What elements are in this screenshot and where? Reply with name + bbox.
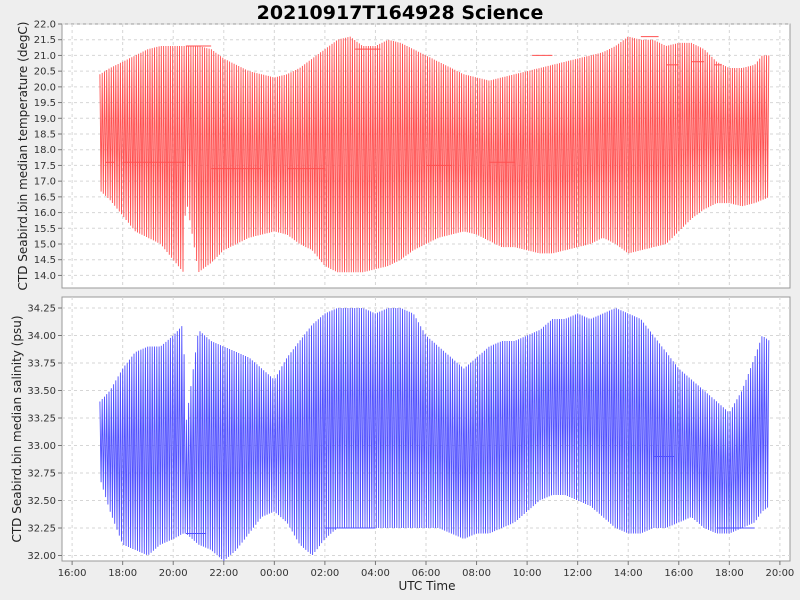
x-tick-label: 00:00 bbox=[260, 568, 289, 579]
x-tick-label: 06:00 bbox=[412, 568, 441, 579]
salinity-panel: 32.00 32.25 32.50 32.75 33.00 33.25 33.50 33.75… bbox=[10, 296, 791, 562]
x-tick-label: 16:00 bbox=[664, 568, 693, 579]
x-tick-label: 10:00 bbox=[513, 568, 542, 579]
x-axis: 16:00 18:00 20:00 22:00 00:00 02:00 04:00 06:00… bbox=[58, 561, 794, 579]
y-tick-label: 15.5 bbox=[34, 224, 56, 235]
y-tick-label: 33.75 bbox=[27, 359, 56, 370]
y-tick-label: 21.0 bbox=[34, 51, 56, 62]
x-tick-label: 02:00 bbox=[310, 568, 339, 579]
temperature-y-label: CTD Seabird.bin median temperature (degC… bbox=[16, 22, 30, 291]
y-tick-label: 19.5 bbox=[34, 98, 56, 109]
y-tick-label: 15.0 bbox=[34, 240, 56, 251]
salinity-y-label: CTD Seabird.bin median salinity (psu) bbox=[10, 315, 24, 542]
y-tick-label: 14.0 bbox=[34, 271, 56, 282]
y-tick-label: 34.00 bbox=[27, 331, 56, 342]
x-tick-label: 08:00 bbox=[462, 568, 491, 579]
y-tick-label: 17.5 bbox=[34, 161, 56, 172]
y-tick-label: 32.75 bbox=[27, 469, 56, 480]
y-tick-label: 18.5 bbox=[34, 130, 56, 141]
y-tick-label: 16.5 bbox=[34, 192, 56, 203]
y-tick-label: 14.5 bbox=[34, 255, 56, 266]
x-tick-label: 22:00 bbox=[209, 568, 238, 579]
y-tick-label: 33.50 bbox=[27, 386, 56, 397]
y-tick-label: 33.00 bbox=[27, 441, 56, 452]
x-axis-label: UTC Time bbox=[399, 579, 456, 593]
x-tick-label: 04:00 bbox=[361, 568, 390, 579]
y-tick-label: 22.0 bbox=[34, 20, 56, 31]
y-tick-label: 20.0 bbox=[34, 82, 56, 93]
y-tick-label: 32.50 bbox=[27, 496, 56, 507]
x-tick-label: 20:00 bbox=[765, 568, 794, 579]
salinity-series bbox=[99, 307, 770, 561]
temperature-panel: 14.0 14.5 15.0 15.5 16.0 16.5 17.0 17.5 18.0 18.5… bbox=[16, 20, 791, 291]
x-tick-label: 18:00 bbox=[715, 568, 744, 579]
y-tick-label: 17.0 bbox=[34, 177, 56, 188]
y-tick-label: 20.5 bbox=[34, 67, 56, 78]
y-tick-label: 32.25 bbox=[27, 524, 56, 535]
y-tick-label: 34.25 bbox=[27, 304, 56, 315]
salinity-y-axis: 32.00 32.25 32.50 32.75 33.00 33.25 33.50 33.75… bbox=[27, 304, 62, 562]
y-tick-label: 32.00 bbox=[27, 551, 56, 562]
x-tick-label: 14:00 bbox=[614, 568, 643, 579]
x-tick-label: 18:00 bbox=[108, 568, 137, 579]
chart-title: 20210917T164928 Science bbox=[257, 2, 544, 24]
y-tick-label: 18.0 bbox=[34, 145, 56, 156]
y-tick-label: 33.25 bbox=[27, 414, 56, 425]
temperature-series bbox=[99, 36, 770, 273]
y-tick-label: 21.5 bbox=[34, 35, 56, 46]
data-trace bbox=[99, 307, 770, 561]
x-tick-label: 20:00 bbox=[159, 568, 188, 579]
y-tick-label: 16.0 bbox=[34, 208, 56, 219]
temperature-y-axis: 14.0 14.5 15.0 15.5 16.0 16.5 17.0 17.5 18.0 18.5… bbox=[34, 20, 62, 282]
x-tick-label: 16:00 bbox=[58, 568, 87, 579]
y-tick-label: 19.0 bbox=[34, 114, 56, 125]
data-trace bbox=[99, 36, 770, 273]
x-tick-label: 12:00 bbox=[563, 568, 592, 579]
